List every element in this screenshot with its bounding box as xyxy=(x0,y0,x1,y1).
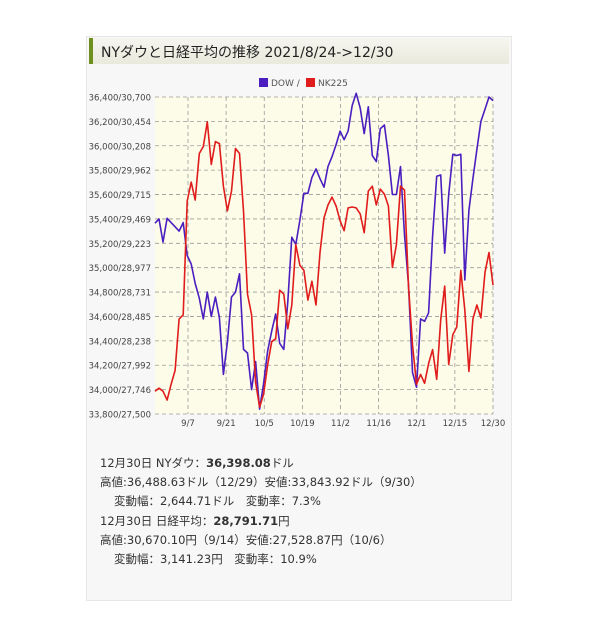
dow-high-low: 高値:36,488.63ドル（12/29）安値:33,843.92ドル（9/30… xyxy=(100,475,422,490)
y-tick-label: 34,800/28,731 xyxy=(89,289,151,299)
y-tick-label: 35,000/28,977 xyxy=(89,264,151,274)
stats-panel: 12月30日 NYダウ：36,398.08ドル 高値:36,488.63ドル（1… xyxy=(100,455,422,570)
legend-swatch-dow xyxy=(259,78,268,87)
x-tick-label: 11/2 xyxy=(331,419,350,429)
nk-close-unit: 円 xyxy=(278,513,290,528)
nk-high-low: 高値:30,670.10円（9/14）安値:27,528.87円（10/6） xyxy=(100,532,392,547)
y-tick-label: 35,600/29,715 xyxy=(89,191,151,201)
chart-title: NYダウと日経平均の推移 2021/8/24->12/30 xyxy=(101,45,394,61)
x-tick-label: 12/30 xyxy=(481,419,506,429)
y-tick-label: 36,200/30,454 xyxy=(89,118,151,128)
legend-label-dow: DOW / xyxy=(271,79,301,89)
y-tick-label: 36,000/30,208 xyxy=(89,142,151,152)
dow-close-label: 12月30日 NYダウ： xyxy=(100,456,207,470)
x-tick-label: 9/7 xyxy=(181,419,195,429)
x-tick-label: 10/19 xyxy=(290,419,315,429)
nk-close-value: 28,791.71 xyxy=(213,513,279,528)
legend-swatch-nk225 xyxy=(306,78,315,87)
y-tick-label: 35,200/29,223 xyxy=(89,240,151,250)
x-tick-label: 12/15 xyxy=(443,419,468,429)
nk-change: 変動幅：3,141.23円 変動率：10.9% xyxy=(114,551,317,566)
y-tick-label: 36,400/30,700 xyxy=(89,94,151,104)
y-tick-label: 34,600/28,485 xyxy=(89,313,151,323)
nk-close-line: 12月30日 日経平均：28,791.71円 xyxy=(100,513,422,532)
dow-close-line: 12月30日 NYダウ：36,398.08ドル xyxy=(100,455,422,474)
x-tick-label: 11/16 xyxy=(366,419,391,429)
x-tick-label: 10/5 xyxy=(255,419,274,429)
legend: DOW / NK225 xyxy=(259,78,348,89)
dow-close-value: 36,398.08 xyxy=(206,456,271,470)
x-tick-label: 12/1 xyxy=(407,419,426,429)
y-tick-label: 35,400/29,469 xyxy=(89,215,151,225)
nk225-line xyxy=(154,121,494,408)
plot-area xyxy=(155,97,493,414)
nk-close-label: 12月30日 日経平均： xyxy=(100,513,214,528)
dow-close-unit: ドル xyxy=(270,456,294,470)
dow-line xyxy=(154,92,494,410)
legend-label-nk225: NK225 xyxy=(318,79,348,89)
y-tick-label: 34,200/27,992 xyxy=(89,362,151,372)
chart-header: NYダウと日経平均の推移 2021/8/24->12/30 xyxy=(89,38,509,64)
x-tick-label: 9/21 xyxy=(217,419,236,429)
y-tick-label: 34,000/27,746 xyxy=(89,386,151,396)
y-tick-label: 33,800/27,500 xyxy=(89,411,151,421)
y-tick-label: 35,800/29,962 xyxy=(89,167,151,177)
dow-change: 変動幅：2,644.71ドル 変動率：7.3% xyxy=(114,494,321,509)
y-tick-label: 34,400/28,238 xyxy=(89,337,151,347)
